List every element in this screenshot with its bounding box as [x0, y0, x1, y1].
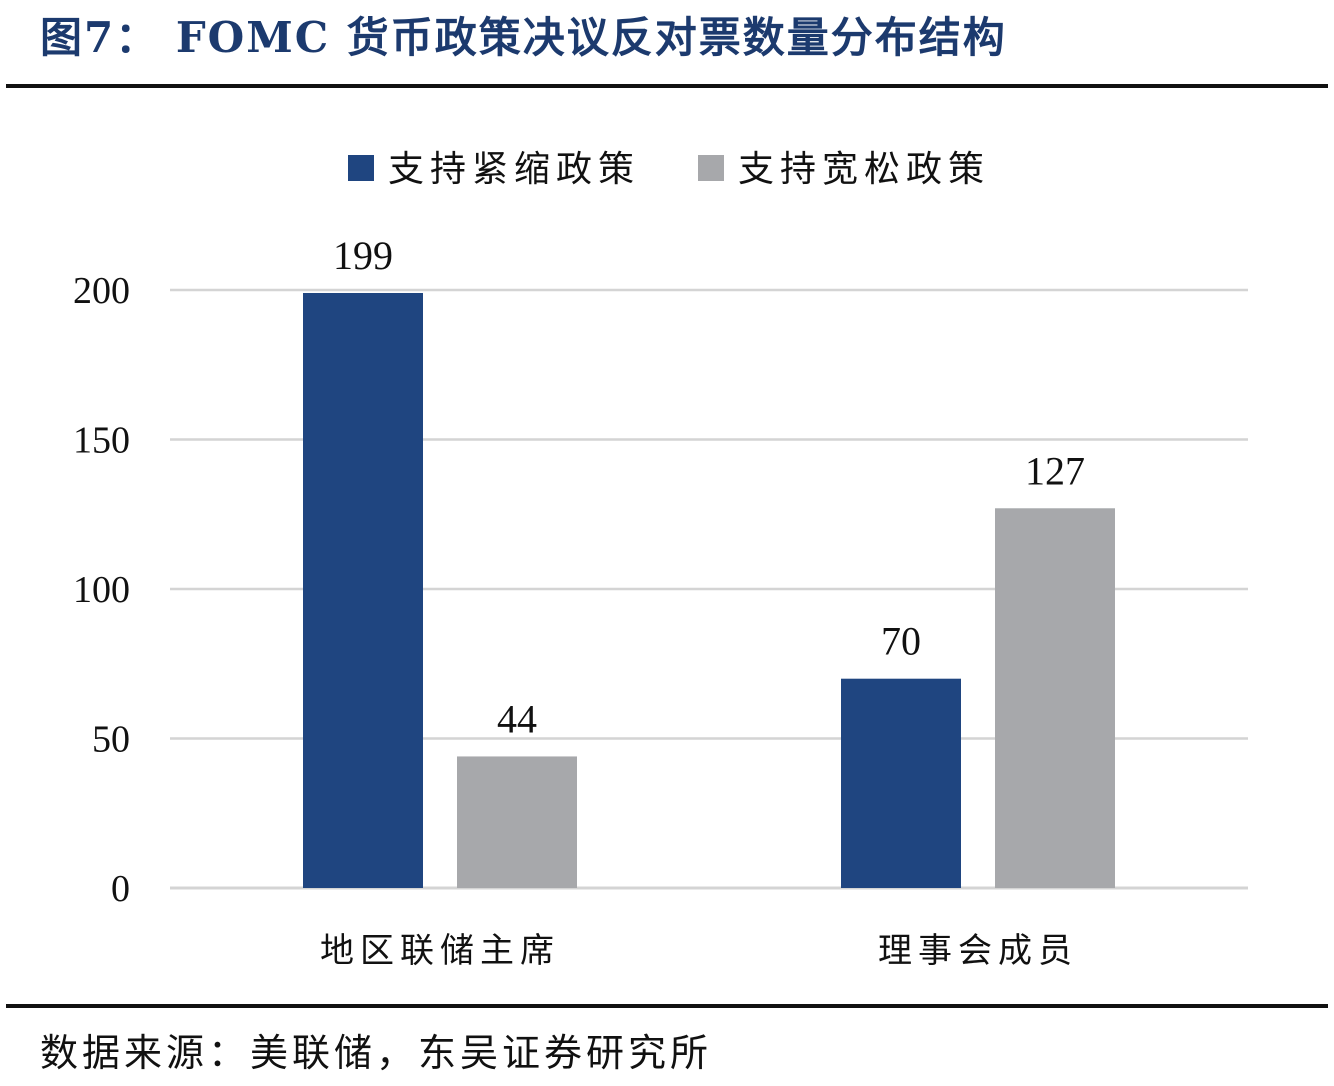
bar — [995, 508, 1115, 888]
y-tick-label: 0 — [111, 868, 130, 910]
data-label: 70 — [881, 619, 921, 664]
figure-title: 图7： FOMC 货币政策决议反对票数量分布结构 — [40, 13, 1007, 62]
data-label: 199 — [333, 233, 393, 278]
x-category-label: 理事会成员 — [878, 931, 1078, 971]
y-tick-label: 50 — [92, 719, 130, 761]
data-label: 127 — [1025, 448, 1085, 493]
source-note: 数据来源：美联储，东吴证券研究所 — [40, 1031, 713, 1075]
y-tick-label: 200 — [73, 270, 130, 312]
bar — [841, 678, 961, 888]
title-divider — [6, 84, 1328, 88]
legend-label: 支持宽松政策 — [738, 149, 990, 190]
bar — [457, 756, 577, 888]
legend-swatch — [348, 155, 374, 181]
data-label: 44 — [497, 696, 537, 741]
bar — [303, 292, 423, 888]
bar-chart: 0 50 100 150 200 支持紧缩政策 支持宽松政策 199 44 地区联储主席 70 127… — [73, 149, 1248, 971]
source-divider — [6, 1004, 1328, 1008]
y-tick-label: 100 — [73, 569, 130, 611]
legend-label: 支持紧缩政策 — [388, 149, 640, 190]
x-category-label: 地区联储主席 — [320, 931, 560, 971]
legend-swatch — [698, 155, 724, 181]
y-tick-label: 150 — [73, 420, 130, 462]
